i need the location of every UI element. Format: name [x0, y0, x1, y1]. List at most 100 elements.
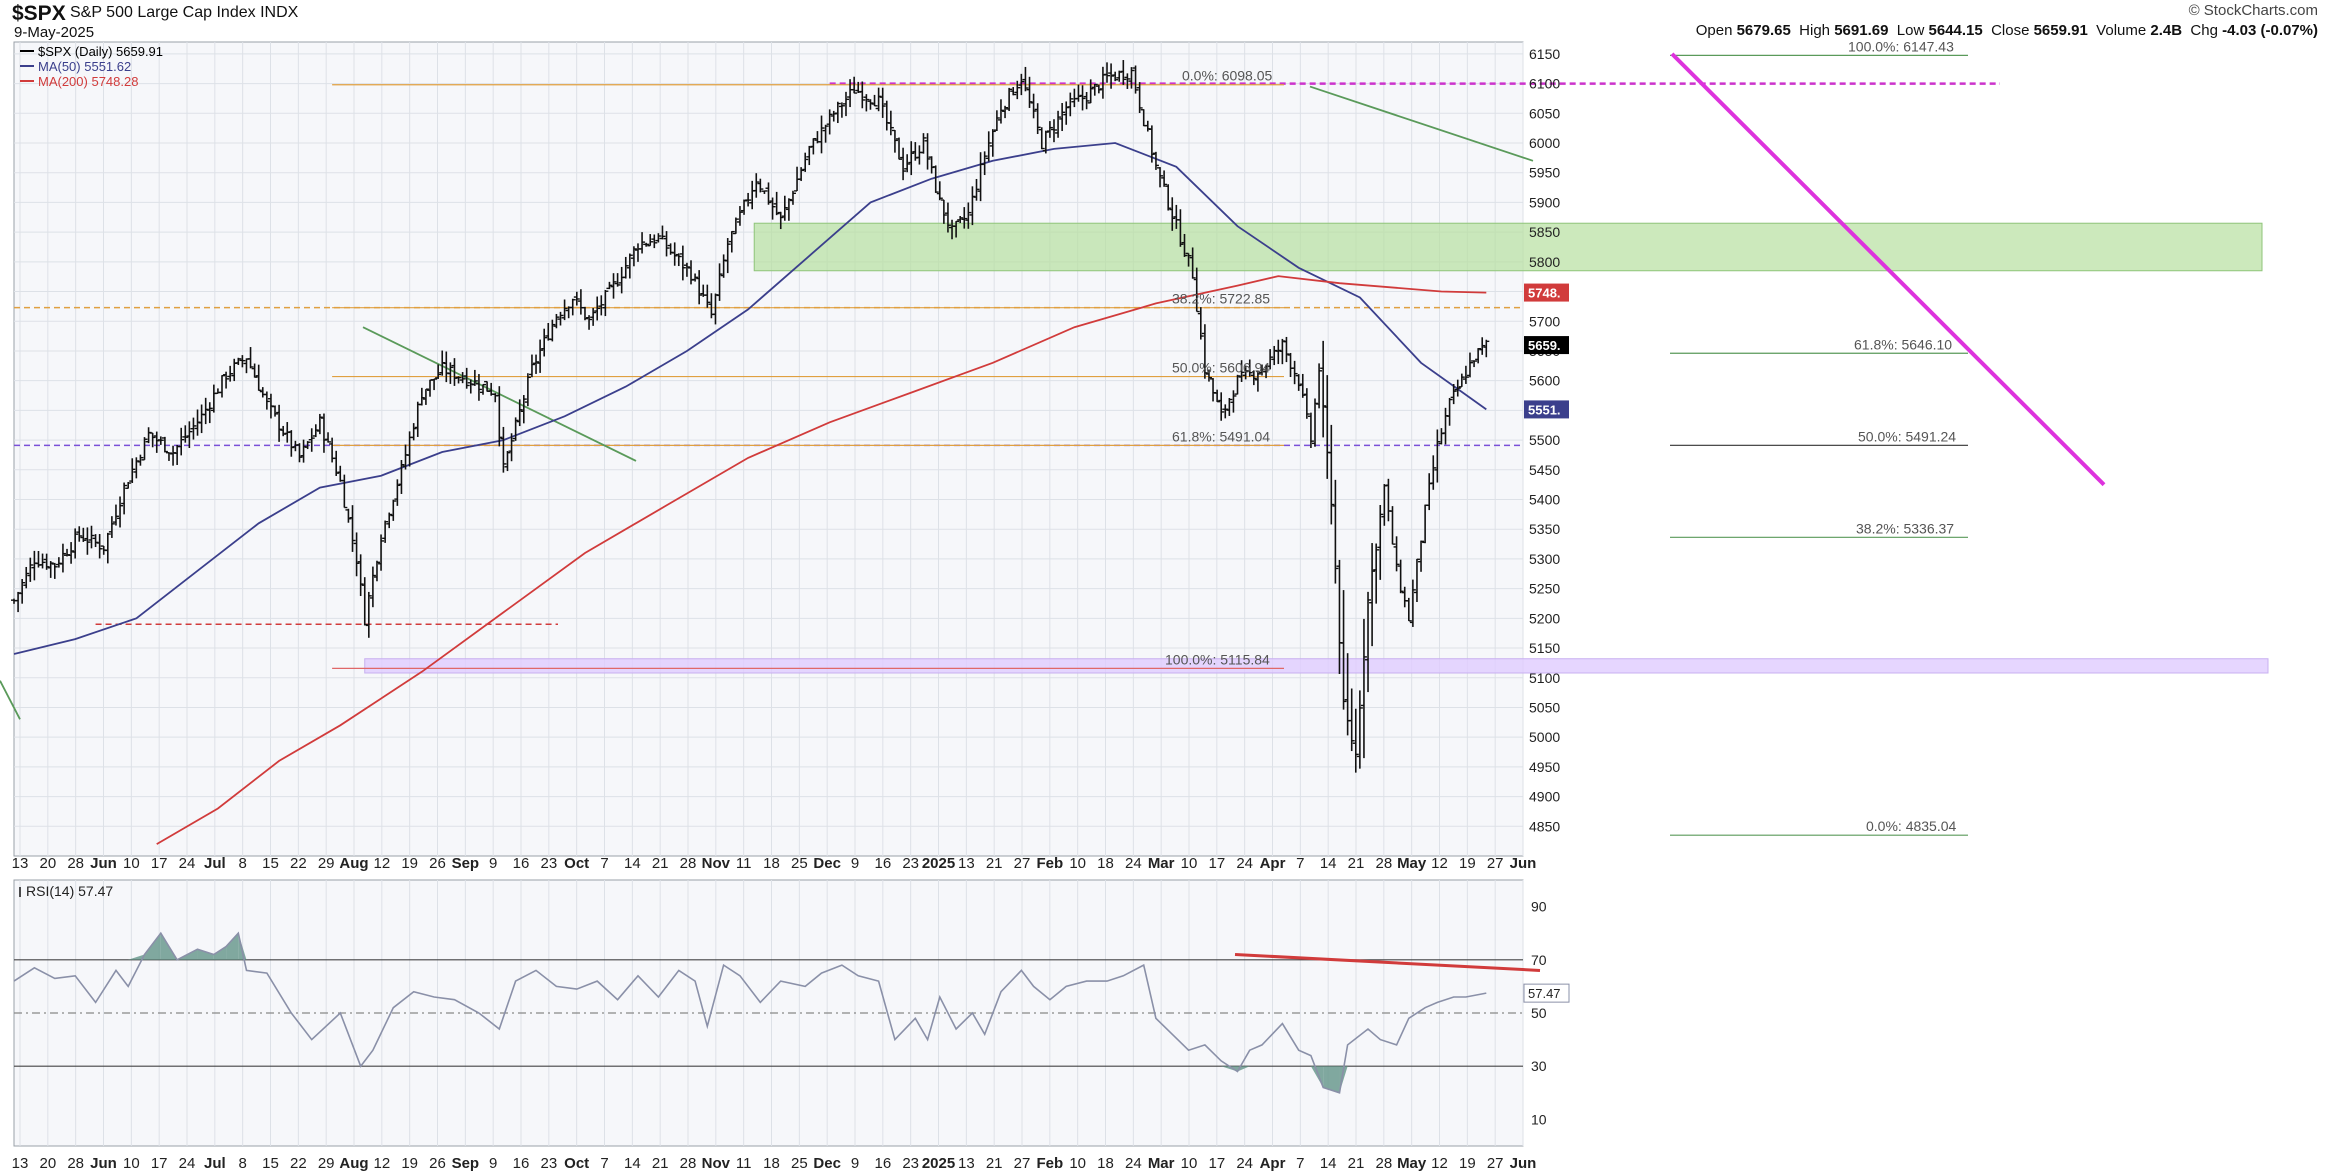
volume-value: 2.4B — [2150, 22, 2183, 39]
price-tick-label: 5250 — [1529, 581, 1560, 597]
fib-label: 61.8%: 5491.04 — [1172, 428, 1270, 444]
x-tick-label: May — [1397, 855, 1427, 872]
x-tick-label: 20 — [39, 855, 56, 872]
rsi-x-tick-label: 13 — [958, 1155, 975, 1172]
rsi-x-tick-label: 23 — [902, 1155, 919, 1172]
purple-support-zone — [364, 658, 2269, 674]
green-resistance-zone — [753, 222, 2263, 272]
price-tag-text: 5551. — [1528, 402, 1561, 417]
x-tick-label: 19 — [1459, 855, 1476, 872]
rsi-x-tick-label: 24 — [1125, 1155, 1142, 1172]
chg-label: Chg — [2190, 22, 2218, 39]
ma50-line — [13, 142, 1487, 655]
x-tick-label: 2025 — [922, 855, 955, 872]
close-value: 5659.91 — [2033, 22, 2088, 39]
rsi-x-tick-label: Aug — [339, 1155, 368, 1172]
rsi-x-tick-label: 21 — [652, 1155, 669, 1172]
x-tick-label: 22 — [290, 855, 307, 872]
x-tick-label: 21 — [1348, 855, 1365, 872]
x-tick-label: Jul — [204, 855, 226, 872]
rsi-tick-label: 70 — [1531, 952, 1547, 968]
rsi-x-tick-label: 12 — [1431, 1155, 1448, 1172]
rsi-tag-bg — [1523, 983, 1570, 1003]
rsi-x-tick-label: 16 — [874, 1155, 891, 1172]
rsi-x-tick-label: 17 — [1208, 1155, 1225, 1172]
rsi-x-tick-label: 21 — [1348, 1155, 1365, 1172]
price-tick-label: 6050 — [1529, 105, 1560, 121]
ticker-symbol: $SPX — [12, 2, 66, 25]
x-tick-label: 14 — [624, 855, 641, 872]
price-tick-label: 5900 — [1529, 194, 1560, 210]
instrument-title: S&P 500 Large Cap Index — [70, 4, 256, 21]
green-trendline-3 — [0, 680, 21, 720]
low-value: 5644.15 — [1928, 22, 1983, 39]
rsi-x-tick-label: 8 — [238, 1155, 246, 1172]
x-tick-label: 29 — [318, 855, 335, 872]
x-tick-label: 16 — [513, 855, 530, 872]
green-trendline-2 — [1309, 85, 1534, 162]
price-tag-text: 5659. — [1528, 338, 1561, 353]
rsi-oversold-fill — [1221, 1066, 1238, 1072]
rsi-x-tick-label: 22 — [290, 1155, 307, 1172]
high-value: 5691.69 — [1834, 22, 1889, 39]
rsi-line — [13, 931, 1487, 1094]
rsi-x-tick-label: Oct — [564, 1155, 589, 1172]
fib-label: 0.0%: 6098.05 — [1182, 68, 1273, 84]
price-tick-label: 5600 — [1529, 373, 1560, 389]
x-tick-label: 27 — [1487, 855, 1504, 872]
price-tick-label: 5800 — [1529, 254, 1560, 270]
x-tick-label: 28 — [680, 855, 697, 872]
x-tick-label: 7 — [600, 855, 608, 872]
ohlc-bars — [11, 60, 1490, 773]
price-tick-label: 5450 — [1529, 462, 1560, 478]
price-tick-label: 5050 — [1529, 699, 1560, 715]
high-label: High — [1799, 22, 1831, 39]
rsi-x-tick-label: 24 — [1236, 1155, 1253, 1172]
fib-labels: 0.0%: 6098.05 38.2%: 5722.85 50.0%: 5606.9… — [1165, 38, 1957, 834]
moving-averages — [13, 142, 1487, 845]
rsi-x-tick-label: 17 — [151, 1155, 168, 1172]
rsi-x-tick-label: 28 — [680, 1155, 697, 1172]
x-tick-label: 25 — [791, 855, 808, 872]
x-tick-label: 21 — [986, 855, 1003, 872]
rsi-x-tick-label: 10 — [1069, 1155, 1086, 1172]
rsi-oversold-fill — [1339, 1066, 1348, 1093]
brand-credit: © StockCharts.com — [2188, 2, 2318, 19]
rsi-x-tick-label: May — [1397, 1155, 1427, 1172]
x-tick-label: 23 — [540, 855, 557, 872]
open-label: Open — [1695, 22, 1733, 39]
x-tick-label: 10 — [1069, 855, 1086, 872]
rsi-x-tick-label: 12 — [373, 1155, 390, 1172]
rsi-oversold-fill — [1323, 1066, 1340, 1093]
x-tick-label: 17 — [151, 855, 168, 872]
rsi-x-tick-label: 20 — [39, 1155, 56, 1172]
x-tick-label: 23 — [902, 855, 919, 872]
rsi-x-tick-label: 24 — [179, 1155, 196, 1172]
price-tick-label: 5200 — [1529, 610, 1560, 626]
x-tick-label: 21 — [652, 855, 669, 872]
rsi-x-tick-label: 10 — [123, 1155, 140, 1172]
rsi-x-tick-label: Nov — [702, 1155, 731, 1172]
rsi-overbought-fill — [226, 933, 239, 960]
rsi-tick-label: 50 — [1531, 1005, 1547, 1021]
price-tick-label: 5100 — [1529, 670, 1560, 686]
price-tick-label: 5350 — [1529, 521, 1560, 537]
x-tick-label: 28 — [1375, 855, 1392, 872]
rsi-overbought-fill — [213, 946, 227, 960]
price-tick-label: 5000 — [1529, 729, 1560, 745]
chart-axes: 4850 4900 4950 5000 5050 5100 5150 5200 5250 5300… — [12, 46, 1569, 1172]
legend-entry: MA(200) 5748.28 — [38, 74, 138, 89]
rsi-x-tick-label: 25 — [791, 1155, 808, 1172]
fib-label: 0.0%: 4835.04 — [1866, 818, 1957, 834]
rsi-x-tick-label: Apr — [1260, 1155, 1286, 1172]
rsi-x-tick-label: 28 — [1375, 1155, 1392, 1172]
x-tick-label: 13 — [958, 855, 975, 872]
rsi-x-tick-label: 10 — [1181, 1155, 1198, 1172]
chart-date: 9-May-2025 — [14, 24, 95, 41]
price-tag-bg — [1524, 336, 1569, 355]
fib-label: 50.0%: 5606.94 — [1172, 360, 1270, 376]
x-tick-label: 24 — [1125, 855, 1142, 872]
price-tag-bg — [1524, 283, 1569, 302]
x-tick-label: Nov — [702, 855, 731, 872]
